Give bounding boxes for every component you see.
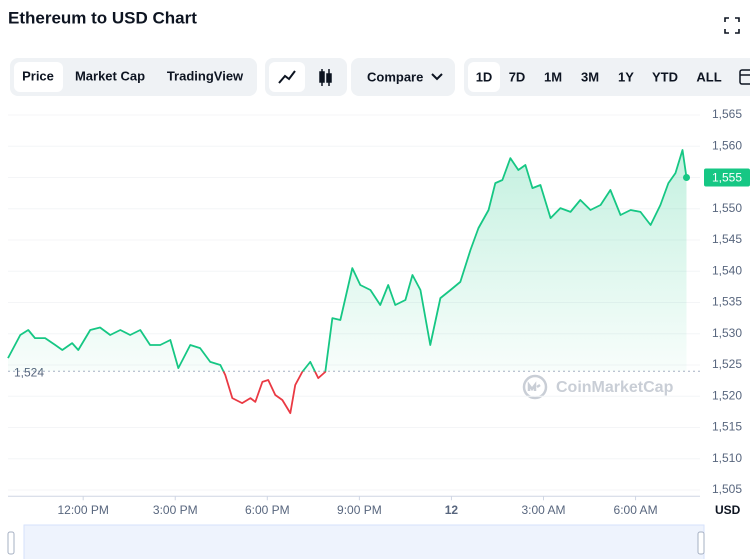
- tab[interactable]: Price: [22, 68, 54, 83]
- last-point: [682, 174, 690, 181]
- navigator-handle[interactable]: [697, 531, 705, 555]
- y-tick-label: 1,505: [712, 482, 742, 496]
- y-tick-label: 1,550: [712, 201, 742, 215]
- range-button[interactable]: ALL: [696, 69, 721, 84]
- x-tick-label: 12: [445, 503, 459, 517]
- range-button[interactable]: 1D: [476, 69, 493, 84]
- y-tick-label: 1,530: [712, 326, 742, 340]
- chevron: [431, 73, 443, 81]
- x-tick-label: 6:00 AM: [614, 503, 658, 517]
- y-tick-label: 1,520: [712, 388, 742, 402]
- tab[interactable]: TradingView: [167, 68, 244, 83]
- range-selected[interactable]: [468, 62, 500, 92]
- watermark-logo: [522, 374, 548, 400]
- range-button[interactable]: 1Y: [618, 69, 634, 84]
- y-tick-label: 1,535: [712, 295, 742, 309]
- y-tick-label: 1,510: [712, 451, 742, 465]
- calendar-icon[interactable]: [739, 69, 750, 85]
- price-line: [7, 149, 688, 415]
- tab[interactable]: Market Cap: [75, 68, 145, 83]
- tab-group: [10, 58, 257, 96]
- area: [8, 150, 687, 372]
- x-tick-label: 3:00 PM: [153, 503, 198, 517]
- tab-selected[interactable]: [14, 62, 63, 92]
- x-tick-label: 9:00 PM: [337, 503, 382, 517]
- x-tick-label: 3:00 AM: [521, 503, 565, 517]
- current-price-label: 1,555: [712, 171, 742, 185]
- x-tick-label: 6:00 PM: [245, 503, 290, 517]
- range-group: [464, 58, 750, 96]
- x-tick-label: 12:00 PM: [57, 503, 108, 517]
- navigator-handle[interactable]: [7, 531, 15, 555]
- range-button[interactable]: 7D: [509, 69, 526, 84]
- compare-dropdown[interactable]: [351, 58, 455, 96]
- compare-label[interactable]: Compare: [367, 69, 423, 84]
- y-tick-label: 1,565: [712, 107, 742, 121]
- y-tick-label: 1,560: [712, 138, 742, 152]
- y-tick-label: 1,515: [712, 420, 742, 434]
- range-button[interactable]: 3M: [581, 69, 599, 84]
- title: Ethereum to USD Chart: [8, 8, 197, 27]
- y-tick-label: 1,540: [712, 263, 742, 277]
- expand-icon[interactable]: [724, 17, 740, 34]
- y-tick-label: 1,525: [712, 357, 742, 371]
- y-tick-label: 1,545: [712, 232, 742, 246]
- watermark: CoinMarketCap: [556, 379, 674, 396]
- y-unit: USD: [715, 503, 741, 517]
- navigator[interactable]: [23, 524, 705, 559]
- current-price-tag: [704, 168, 750, 187]
- range-button[interactable]: YTD: [652, 69, 678, 84]
- line-icon: [278, 70, 296, 84]
- range-button[interactable]: 1M: [544, 69, 562, 84]
- candle-icon[interactable]: [319, 69, 332, 86]
